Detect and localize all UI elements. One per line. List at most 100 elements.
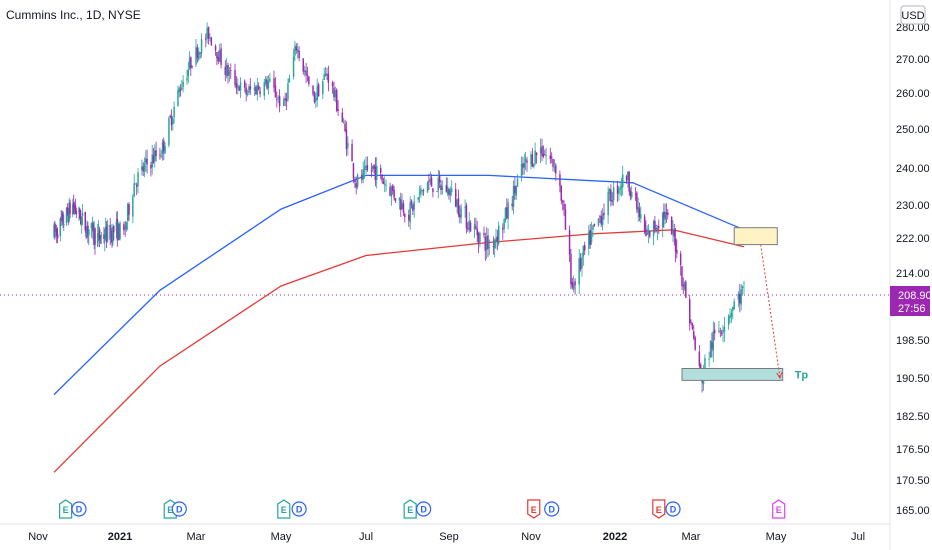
candle xyxy=(382,177,385,185)
x-tick-label: Sep xyxy=(439,531,459,543)
candle xyxy=(344,119,346,133)
candle xyxy=(619,182,621,196)
candle xyxy=(719,327,721,338)
candle xyxy=(597,218,600,227)
svg-text:D: D xyxy=(76,505,83,515)
currency-label: USD xyxy=(901,10,924,22)
svg-text:D: D xyxy=(420,505,427,515)
candle xyxy=(574,278,576,295)
candle xyxy=(450,180,453,197)
currency-button[interactable]: USD xyxy=(900,5,926,25)
candle xyxy=(720,329,723,336)
candle xyxy=(333,81,335,101)
candle xyxy=(278,89,281,113)
dividend-icon[interactable]: D xyxy=(416,501,432,517)
dividend-icon[interactable]: D xyxy=(171,501,187,517)
candle xyxy=(381,173,383,184)
candle xyxy=(437,169,439,199)
candle xyxy=(283,96,285,107)
candle xyxy=(616,180,619,202)
candle xyxy=(634,187,637,201)
candle xyxy=(673,223,675,246)
earnings-icon[interactable]: E xyxy=(772,499,786,519)
candle xyxy=(356,173,359,190)
candle xyxy=(523,153,525,175)
candle xyxy=(622,165,624,196)
candle xyxy=(143,157,146,178)
candle xyxy=(354,176,356,189)
plot-area[interactable]: Tp xyxy=(0,22,890,473)
candle xyxy=(638,202,641,222)
candle xyxy=(150,161,152,177)
candle xyxy=(514,177,516,200)
time-axis[interactable]: Nov 2021 Mar May Jul Sep Nov 2022 Mar May Jul xyxy=(28,531,865,543)
candle xyxy=(179,84,182,97)
candle xyxy=(210,36,213,46)
candle xyxy=(689,294,691,331)
candle xyxy=(168,116,170,148)
candle xyxy=(200,33,203,58)
earnings-icon[interactable]: E xyxy=(527,499,541,519)
candle xyxy=(539,138,542,163)
candle xyxy=(495,228,497,250)
candle xyxy=(672,220,674,242)
candle xyxy=(336,88,338,113)
candle xyxy=(198,47,200,62)
candle xyxy=(263,78,265,100)
earnings-icon[interactable]: E xyxy=(59,499,73,519)
candle xyxy=(60,210,62,226)
x-tick-label: Jul xyxy=(359,531,373,543)
y-tick-label: 165.00 xyxy=(896,505,930,517)
candle xyxy=(326,67,328,80)
candle xyxy=(132,194,134,224)
earnings-icon[interactable]: E xyxy=(403,499,417,519)
candle xyxy=(440,180,442,195)
candle xyxy=(93,221,95,249)
dividend-icon[interactable]: D xyxy=(544,501,560,517)
candle xyxy=(355,176,357,195)
dividend-icon[interactable]: D xyxy=(291,501,307,517)
candle xyxy=(363,159,366,179)
earnings-icon[interactable]: E xyxy=(277,499,291,519)
dividend-icon[interactable]: D xyxy=(71,501,87,517)
earnings-icon[interactable]: E xyxy=(652,499,666,519)
sell-zone[interactable] xyxy=(733,227,778,246)
svg-text:E: E xyxy=(63,505,69,515)
candle xyxy=(611,192,613,206)
candle xyxy=(152,147,155,164)
candle xyxy=(220,43,222,69)
candle xyxy=(691,322,694,331)
take-profit-zone[interactable]: Tp xyxy=(681,368,808,382)
price-axis[interactable]: 280.00 270.00 260.00 250.00 240.00 230.00 222.… xyxy=(890,22,932,517)
candle xyxy=(708,351,710,367)
candle xyxy=(237,78,239,95)
candle xyxy=(365,156,367,175)
candle xyxy=(151,144,153,175)
candle xyxy=(485,227,488,260)
candle xyxy=(487,228,489,257)
candle xyxy=(97,224,99,248)
candle xyxy=(643,214,646,235)
candle xyxy=(460,203,462,224)
projection-arrow[interactable] xyxy=(760,244,783,380)
svg-text:E: E xyxy=(167,505,173,515)
candle xyxy=(469,220,472,232)
candle xyxy=(177,85,179,107)
candle xyxy=(199,52,201,59)
dividend-icon[interactable]: D xyxy=(665,501,681,517)
candle xyxy=(59,217,61,242)
candle xyxy=(723,316,726,342)
candle xyxy=(327,65,330,92)
candle xyxy=(683,281,686,291)
candle xyxy=(351,139,353,162)
candle xyxy=(155,141,157,162)
candle xyxy=(582,245,585,266)
candle xyxy=(693,324,695,341)
candle xyxy=(230,63,232,79)
x-tick-label: Nov xyxy=(28,531,48,543)
candle xyxy=(244,79,246,93)
candle xyxy=(676,239,678,259)
candle xyxy=(217,50,219,65)
candle xyxy=(370,162,373,178)
